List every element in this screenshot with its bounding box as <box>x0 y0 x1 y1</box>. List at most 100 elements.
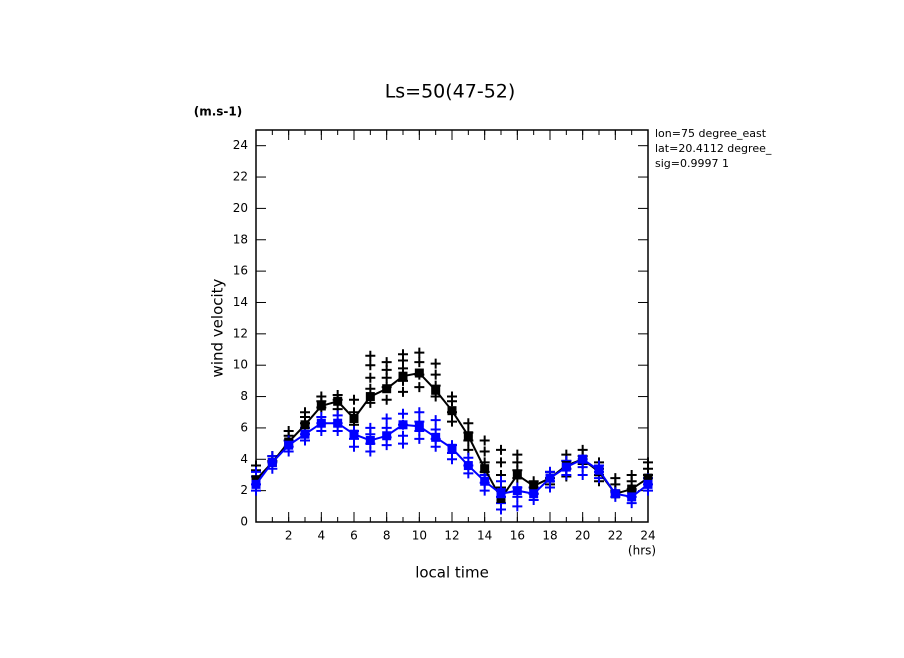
cross-marker <box>365 360 376 371</box>
x-tick-label: 14 <box>477 529 492 543</box>
cross-marker <box>300 407 310 418</box>
square-marker <box>316 401 326 411</box>
square-marker <box>365 392 375 402</box>
square-marker <box>398 371 408 381</box>
cross-marker <box>430 424 441 435</box>
square-marker <box>578 454 588 464</box>
cross-marker <box>512 501 523 512</box>
square-marker <box>529 489 539 499</box>
cross-marker <box>398 408 408 419</box>
x-tick-label: 12 <box>444 529 459 543</box>
x-unit: (hrs) <box>628 544 656 558</box>
square-marker <box>643 473 653 483</box>
square-marker <box>480 464 490 474</box>
square-marker <box>316 418 326 428</box>
square-marker <box>447 406 457 416</box>
square-marker <box>594 465 604 475</box>
square-marker <box>627 492 637 502</box>
square-marker <box>463 461 473 471</box>
y-tick-label: 10 <box>233 358 248 372</box>
x-tick-label: 22 <box>608 529 623 543</box>
cross-marker <box>430 358 441 369</box>
cross-marker <box>332 410 343 421</box>
cross-marker <box>463 452 474 463</box>
square-marker <box>414 368 424 378</box>
y-tick-label: 8 <box>240 389 248 403</box>
y-tick-label: 24 <box>233 138 248 152</box>
x-tick-label: 6 <box>350 529 358 543</box>
x-tick-label: 18 <box>542 529 557 543</box>
cross-marker <box>447 391 457 402</box>
cross-marker <box>414 357 425 368</box>
square-marker <box>333 418 343 428</box>
square-marker <box>365 435 375 445</box>
square-marker <box>431 432 441 442</box>
y-tick-label: 18 <box>233 232 248 246</box>
chart-title: Ls=50(47-52) <box>385 81 516 103</box>
cross-marker <box>349 394 359 405</box>
square-marker <box>251 479 261 489</box>
square-marker <box>300 429 310 439</box>
cross-marker <box>430 369 441 380</box>
square-marker <box>382 431 392 441</box>
cross-marker <box>577 444 588 455</box>
y-tick-label: 16 <box>233 264 248 278</box>
y-tick-label: 6 <box>240 420 248 434</box>
y-tick-label: 20 <box>233 201 248 215</box>
cross-marker <box>463 418 474 429</box>
square-marker <box>561 462 571 472</box>
cross-marker <box>626 469 637 480</box>
y-tick-label: 0 <box>240 515 248 529</box>
cross-marker <box>365 383 376 394</box>
square-marker <box>284 440 294 450</box>
cross-marker <box>447 416 457 427</box>
y-tick-label: 12 <box>233 326 248 340</box>
cross-marker <box>398 430 408 441</box>
y-tick-label: 14 <box>233 295 248 309</box>
x-tick-label: 8 <box>383 529 391 543</box>
cross-marker <box>365 372 376 383</box>
y-tick-label: 4 <box>240 452 248 466</box>
square-marker <box>529 481 539 491</box>
square-marker <box>627 484 637 494</box>
cross-marker <box>496 476 506 487</box>
x-tick-label: 10 <box>412 529 427 543</box>
cross-marker <box>643 457 653 468</box>
x-tick-label: 16 <box>510 529 525 543</box>
cross-marker <box>479 435 490 446</box>
square-marker <box>463 431 473 441</box>
cross-marker <box>251 466 261 477</box>
annotation: lon=75 degree_east <box>655 127 767 140</box>
square-marker <box>349 414 359 424</box>
square-marker <box>496 489 506 499</box>
cross-marker <box>398 386 408 397</box>
square-marker <box>496 493 506 503</box>
x-axis-label: local time <box>415 564 489 582</box>
cross-marker <box>381 413 392 424</box>
x-tick-label: 4 <box>318 529 326 543</box>
square-marker <box>512 486 522 496</box>
annotation: lat=20.4112 degree_ <box>655 142 772 155</box>
x-tick-label: 24 <box>640 529 655 543</box>
cross-marker <box>496 457 506 468</box>
square-marker <box>480 476 490 486</box>
square-marker <box>545 473 555 483</box>
cross-marker <box>398 349 408 360</box>
y-unit: (m.s-1) <box>194 105 243 119</box>
cross-marker <box>365 422 376 433</box>
cross-marker <box>316 391 327 402</box>
square-marker <box>300 420 310 430</box>
square-marker <box>414 421 424 431</box>
cross-marker <box>430 415 441 426</box>
cross-marker <box>414 382 425 393</box>
cross-marker <box>610 473 621 484</box>
cross-marker <box>479 446 490 457</box>
y-tick-label: 22 <box>233 170 248 184</box>
cross-marker <box>512 449 523 460</box>
cross-marker <box>414 407 425 418</box>
square-marker <box>382 384 392 394</box>
square-marker <box>512 470 522 480</box>
cross-marker <box>365 350 376 361</box>
